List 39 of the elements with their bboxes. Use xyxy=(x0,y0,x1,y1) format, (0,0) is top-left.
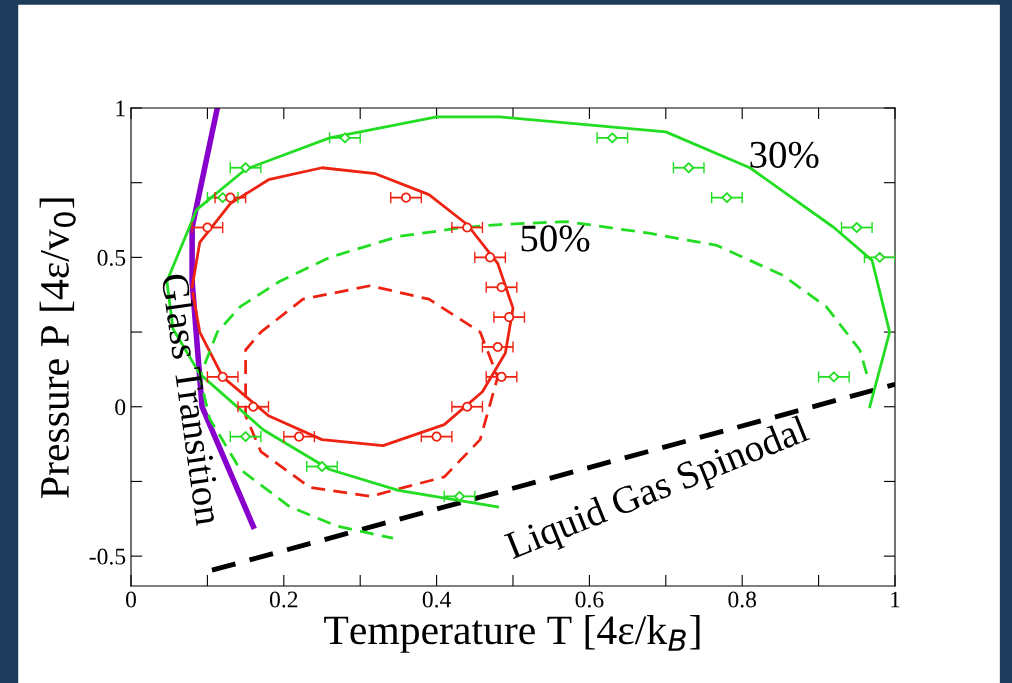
point xyxy=(431,431,442,442)
point xyxy=(339,132,351,144)
x-tick-label: 0.8 xyxy=(728,591,757,608)
point xyxy=(485,252,496,263)
y-tick-label: 1 xyxy=(116,100,125,117)
annotation: Glass Transition xyxy=(161,272,224,527)
x-tick-label: 1 xyxy=(891,591,900,608)
point xyxy=(606,132,618,144)
y-axis-title: Pressure P [4ε/v$_{0}$] xyxy=(39,198,76,498)
point xyxy=(504,312,515,323)
annotation: 50% xyxy=(521,225,590,252)
point xyxy=(462,401,473,412)
x-axis-title: Temperature T [4ε/k$_{B}$] xyxy=(324,615,700,653)
y-tick-label: 0 xyxy=(115,399,126,416)
point xyxy=(240,431,252,443)
point xyxy=(225,192,236,203)
point xyxy=(217,371,228,382)
point xyxy=(454,490,466,502)
point xyxy=(462,222,473,233)
x-tick-label: 0.6 xyxy=(575,591,604,608)
point xyxy=(294,431,305,442)
point xyxy=(240,162,252,174)
point xyxy=(721,192,733,204)
point xyxy=(316,460,328,473)
point xyxy=(828,371,840,383)
point xyxy=(202,222,213,233)
point xyxy=(851,221,863,234)
y-tick-label: -0.5 xyxy=(89,548,126,565)
point xyxy=(400,192,412,203)
point xyxy=(496,282,507,293)
point xyxy=(683,162,695,174)
x-tick-label: 0.4 xyxy=(422,591,451,608)
annotation: 30% xyxy=(750,141,819,169)
point xyxy=(874,251,886,263)
point xyxy=(496,371,507,382)
y-tick-label: 0.5 xyxy=(97,249,126,266)
x-tick-label: 0.2 xyxy=(269,591,298,608)
point xyxy=(248,401,259,412)
point xyxy=(492,341,503,353)
